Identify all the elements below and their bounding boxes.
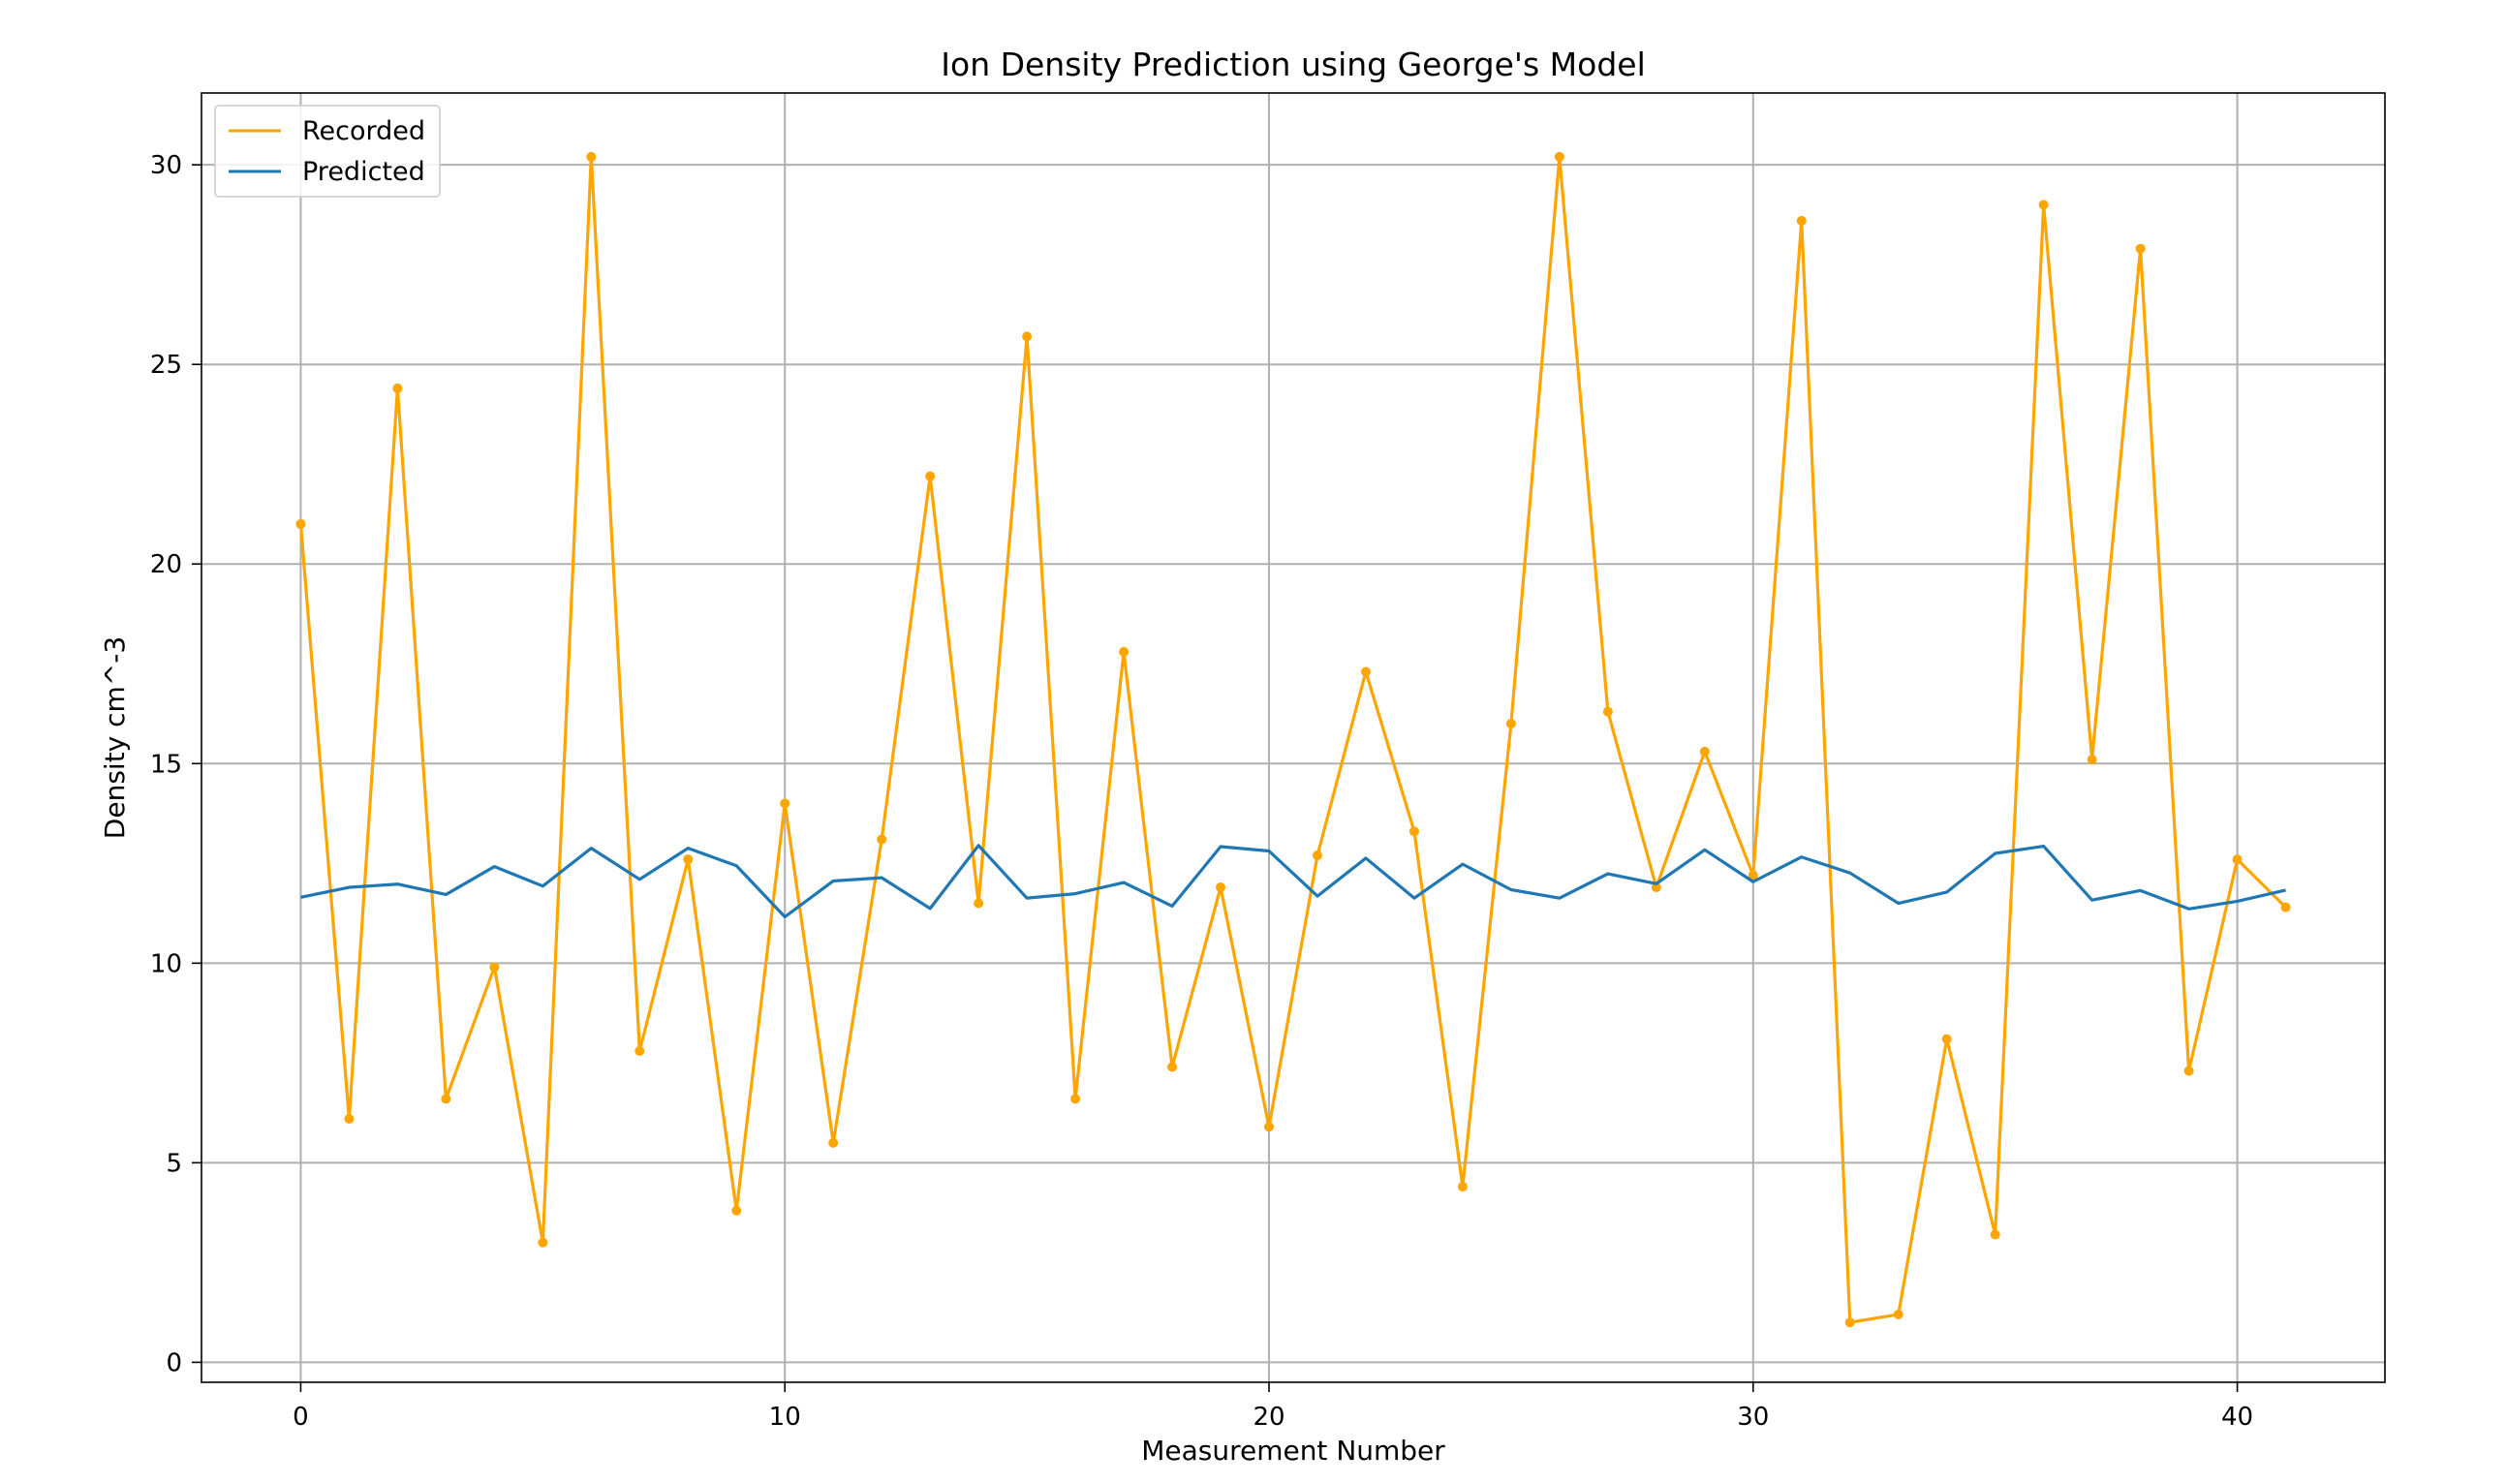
data-point-recorded (441, 1094, 451, 1104)
data-point-recorded (1554, 151, 1564, 162)
data-point-recorded (1844, 1317, 1855, 1328)
legend-label-recorded: Recorded (302, 116, 425, 146)
data-point-recorded (1457, 1182, 1468, 1192)
data-point-recorded (828, 1137, 839, 1148)
data-point-recorded (538, 1237, 548, 1248)
y-tick-label: 25 (150, 351, 182, 380)
data-point-recorded (925, 471, 936, 481)
legend-box (214, 105, 441, 198)
data-point-recorded (1408, 826, 1419, 837)
data-point-recorded (1167, 1062, 1178, 1072)
data-point-recorded (1651, 882, 1661, 893)
x-tick-label: 40 (2221, 1403, 2253, 1432)
x-tick-label: 20 (1253, 1403, 1284, 1432)
data-point-recorded (1360, 666, 1371, 677)
data-point-recorded (489, 962, 500, 973)
y-tick-label: 30 (150, 151, 182, 180)
data-point-recorded (1602, 706, 1613, 717)
data-point-recorded (1505, 719, 1516, 729)
x-tick-label: 30 (1737, 1403, 1769, 1432)
data-point-recorded (1070, 1094, 1081, 1104)
y-axis-label: Density cm^-3 (99, 636, 131, 839)
data-point-recorded (295, 519, 306, 530)
data-point-recorded (1748, 870, 1758, 881)
data-point-recorded (634, 1045, 645, 1056)
data-point-recorded (1119, 646, 1130, 657)
data-point-recorded (2087, 755, 2097, 765)
y-tick-label: 15 (150, 750, 182, 779)
data-point-recorded (2135, 243, 2146, 254)
data-point-recorded (1216, 882, 1226, 893)
plot-area-frame (201, 92, 2386, 1383)
chart-title: Ion Density Prediction using George's Mo… (941, 46, 1645, 83)
axis-ticks: 0 10 20 30 40 0 5 10 15 20 25 30 (150, 151, 2253, 1432)
legend: Recorded Predicted (214, 105, 441, 198)
data-point-recorded (2038, 200, 2049, 210)
data-point-recorded (1312, 850, 1322, 861)
y-tick-label: 20 (150, 550, 182, 579)
data-point-recorded (1796, 215, 1807, 226)
x-tick-label: 10 (769, 1403, 801, 1432)
y-tick-label: 0 (166, 1348, 182, 1377)
series-line-predicted (300, 844, 2286, 919)
x-axis-label: Measurement Number (1141, 1435, 1445, 1467)
data-point-recorded (2183, 1066, 2194, 1076)
data-point-recorded (1990, 1229, 2000, 1240)
data-point-recorded (780, 798, 790, 809)
data-point-recorded (1264, 1122, 1275, 1132)
grid-lines (201, 93, 2385, 1382)
series-layer (295, 151, 2291, 1328)
data-point-recorded (392, 383, 403, 393)
data-point-recorded (974, 898, 984, 909)
series-line-recorded (298, 155, 2287, 1324)
y-tick-label: 5 (166, 1149, 182, 1178)
data-point-recorded (1941, 1034, 1952, 1044)
data-point-recorded (344, 1114, 355, 1125)
data-point-recorded (731, 1205, 742, 1216)
data-point-recorded (2280, 902, 2291, 912)
y-tick-label: 10 (150, 949, 182, 978)
data-point-recorded (1893, 1309, 1903, 1319)
data-point-recorded (683, 854, 694, 865)
data-point-recorded (1699, 746, 1710, 757)
x-tick-label: 0 (293, 1403, 309, 1432)
data-point-recorded (586, 151, 597, 162)
data-point-recorded (877, 834, 887, 845)
data-point-recorded (1022, 331, 1033, 342)
legend-label-predicted: Predicted (302, 157, 425, 187)
data-point-recorded (2232, 854, 2243, 865)
